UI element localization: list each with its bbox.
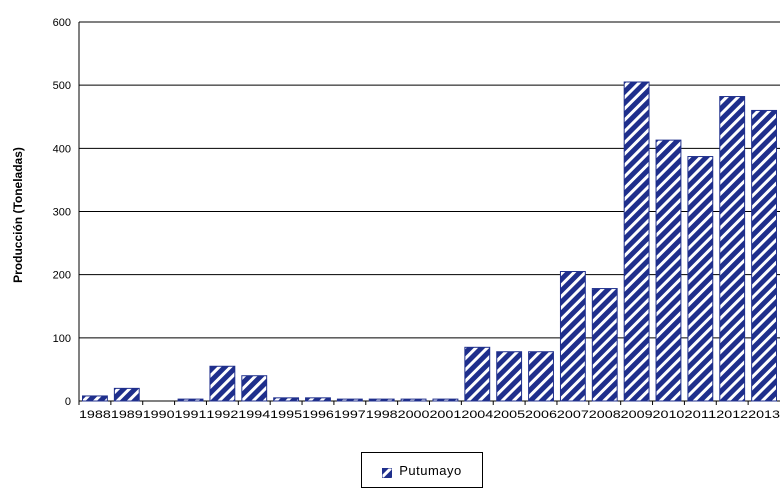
x-tick-label: 1989 <box>111 409 143 421</box>
bar <box>464 346 491 402</box>
y-tick-label: 300 <box>53 207 71 219</box>
x-tick-label: 2013 <box>748 409 780 421</box>
bar <box>177 398 204 402</box>
bar <box>623 81 650 402</box>
bar <box>591 288 618 402</box>
y-tick-label: 600 <box>53 17 71 29</box>
x-tick-label: 1998 <box>366 409 398 421</box>
bar <box>432 398 459 402</box>
bar <box>113 387 140 402</box>
x-tick-label: 1991 <box>175 409 207 421</box>
x-tick-label: 2012 <box>716 409 748 421</box>
y-tick-labels: 0 100 200 300 400 500 600 <box>53 17 71 408</box>
bar <box>496 351 523 402</box>
bar <box>655 139 682 402</box>
x-tick-labels: 1988 1989 1990 1991 1992 1994 1995 1996 1997 1998… <box>79 409 780 421</box>
bars <box>82 81 777 402</box>
bar <box>368 398 395 402</box>
x-tick-label: 1995 <box>270 409 302 421</box>
y-tick-label: 200 <box>53 270 71 282</box>
bar <box>273 397 300 402</box>
bar <box>528 351 554 402</box>
y-tick-label: 100 <box>53 333 71 345</box>
x-tick-label: 2000 <box>398 409 430 421</box>
legend-label: Putumayo <box>399 462 462 478</box>
x-tick-label: 2001 <box>429 409 461 421</box>
bar <box>687 156 714 402</box>
x-tick-label: 2011 <box>684 409 716 421</box>
x-tick-label: 2010 <box>653 409 685 421</box>
x-tick-label: 2004 <box>461 409 493 421</box>
x-tick-label: 1994 <box>238 409 270 421</box>
y-tick-label: 400 <box>53 143 71 155</box>
axes <box>78 22 749 405</box>
bar <box>719 96 746 402</box>
legend: Putumayo <box>361 452 483 488</box>
x-tick-label: 1996 <box>302 409 334 421</box>
bar-chart: 0 100 200 300 400 500 600 1988 1989 1990 1991 1992… <box>11 17 780 421</box>
bar <box>82 395 108 402</box>
x-tick-label: 1990 <box>143 409 175 421</box>
y-axis-label: Producción (Toneladas) <box>11 147 25 283</box>
x-tick-label: 2008 <box>589 409 621 421</box>
y-tick-label: 500 <box>53 80 71 92</box>
x-tick-label: 1988 <box>79 409 111 421</box>
grid-lines <box>79 21 780 402</box>
legend-swatch-icon <box>381 465 393 479</box>
y-tick-label: 0 <box>65 396 71 408</box>
x-tick-label: 1992 <box>206 409 238 421</box>
bar <box>305 397 331 402</box>
bar <box>559 271 586 402</box>
bar <box>336 398 363 402</box>
bar <box>209 365 236 402</box>
x-tick-label: 2009 <box>621 409 653 421</box>
x-tick-label: 1997 <box>334 409 366 421</box>
bar <box>400 398 427 402</box>
bar <box>751 109 777 402</box>
bar <box>241 375 268 402</box>
x-tick-label: 2005 <box>493 409 525 421</box>
x-tick-label: 2006 <box>525 409 557 421</box>
x-tick-label: 2007 <box>557 409 589 421</box>
